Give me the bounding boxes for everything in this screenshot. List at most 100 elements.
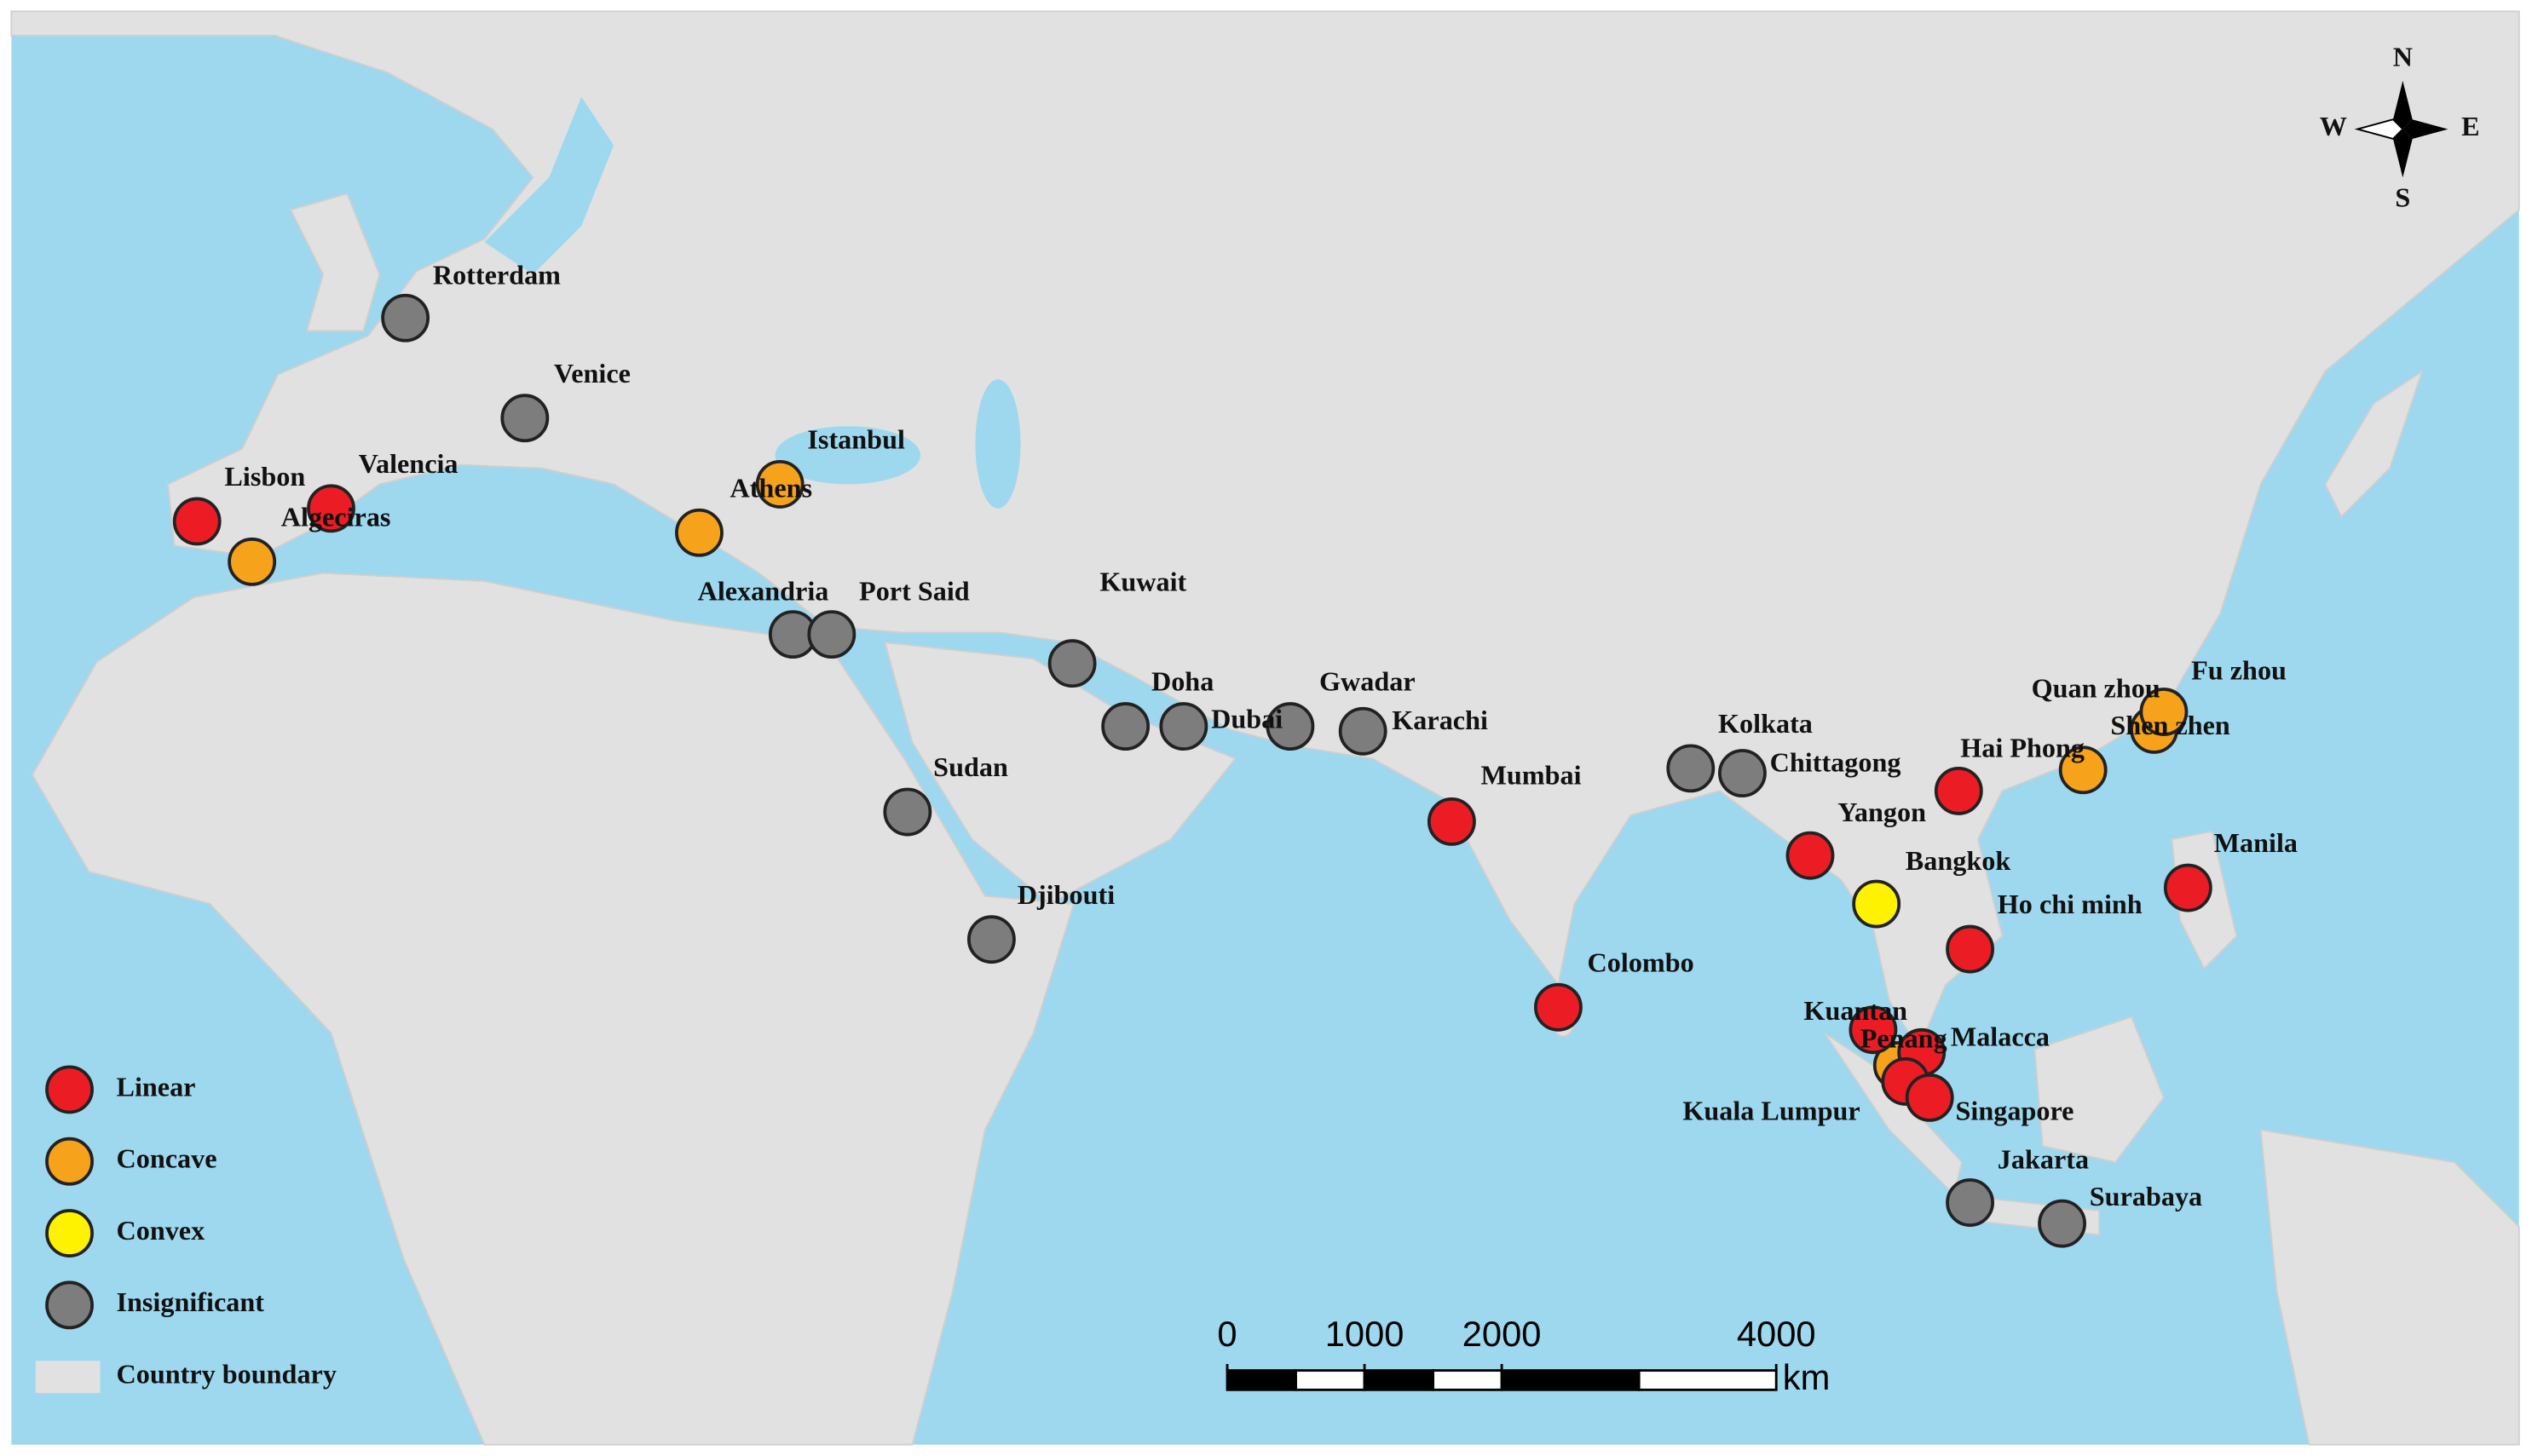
port-marker	[500, 394, 550, 443]
australia-new-guinea	[2259, 1129, 2520, 1446]
port-marker	[1905, 1073, 1954, 1122]
port-label: Algeciras	[281, 501, 391, 532]
port-label: Istanbul	[807, 424, 905, 455]
port-marker	[1047, 639, 1097, 688]
port-marker	[1159, 702, 1208, 751]
port-label: Colombo	[1588, 947, 1694, 977]
port-label: Karachi	[1392, 705, 1488, 735]
compass-arrow	[2402, 119, 2448, 139]
port-marker	[1718, 749, 1767, 797]
port-label: Lisbon	[224, 461, 305, 492]
legend-label: Country boundary	[116, 1359, 336, 1390]
port-marker	[2058, 745, 2108, 795]
port-label: Mumbai	[1480, 760, 1581, 791]
port-label: Alexandria	[698, 576, 829, 607]
port-label: Chittagong	[1770, 746, 1901, 777]
port-marker	[1534, 982, 1583, 1032]
legend-swatch	[45, 1209, 94, 1257]
port-label: Rotterdam	[433, 259, 561, 290]
port-label: Ho chi minh	[1998, 889, 2143, 919]
legend-label: Concave	[116, 1143, 216, 1174]
eurasia	[10, 10, 2520, 1051]
port-marker	[172, 497, 222, 546]
port-marker	[307, 484, 355, 533]
port-label: Bangkok	[1906, 845, 2011, 876]
port-label: Penang	[1860, 1022, 1947, 1053]
port-label: Port Said	[859, 576, 970, 607]
legend-swatch	[45, 1137, 94, 1186]
port-marker	[966, 915, 1016, 964]
port-label: Quan zhou	[2032, 672, 2160, 703]
port-marker	[1852, 879, 1901, 929]
port-label: Singapore	[1956, 1096, 2074, 1126]
port-label: Kuwait	[1099, 566, 1186, 596]
baltic-sea	[484, 96, 614, 275]
compass: N S E W	[2320, 41, 2480, 212]
scale-segment	[1226, 1369, 1297, 1391]
port-marker	[1946, 924, 1994, 974]
compass-arrow	[2392, 80, 2413, 129]
port-marker	[1101, 702, 1151, 751]
port-marker	[755, 459, 805, 509]
port-marker	[1427, 797, 1476, 846]
scale-segment	[1363, 1369, 1435, 1391]
port-label: Venice	[554, 358, 631, 388]
port-marker	[1666, 744, 1716, 793]
legend-swatch	[35, 1361, 101, 1394]
port-label: Manila	[2214, 827, 2298, 858]
port-marker	[1266, 702, 1315, 751]
legend-label: Insignificant	[116, 1286, 264, 1317]
britain	[289, 193, 381, 332]
port-label: Kuala Lumpur	[1682, 1096, 1860, 1126]
scale-tick-label: 4000	[1737, 1314, 1816, 1354]
scale-tick-label: 0	[1217, 1314, 1237, 1354]
port-marker	[2038, 1199, 2086, 1248]
mediterranean	[403, 484, 808, 622]
port-marker	[2163, 863, 2212, 912]
scale-segment	[1637, 1369, 1778, 1391]
legend-label: Linear	[116, 1071, 195, 1102]
borneo	[2033, 1016, 2166, 1164]
port-label: Hai Phong	[1960, 732, 2085, 763]
port-label: Athens	[730, 472, 812, 503]
port-marker	[1849, 1005, 1898, 1055]
scale-segment	[1500, 1369, 1641, 1391]
scale-segment	[1295, 1369, 1366, 1391]
port-label: Jakarta	[1998, 1144, 2089, 1175]
port-label: Yangon	[1837, 797, 1926, 827]
port-label: Kuantan	[1803, 995, 1907, 1026]
port-label: Valencia	[359, 448, 459, 479]
port-marker	[1338, 706, 1387, 756]
port-label: Doha	[1151, 666, 1214, 697]
land-masses	[10, 10, 2520, 1446]
port-marker	[675, 508, 724, 557]
legend-label: Convex	[116, 1215, 205, 1246]
port-label: Shen zhen	[2110, 710, 2230, 740]
port-label: Kolkata	[1718, 708, 1813, 739]
scale-unit: km	[1783, 1357, 1831, 1397]
black-sea	[775, 426, 921, 485]
port-marker	[228, 537, 277, 586]
japan	[2324, 369, 2424, 518]
caspian-sea	[975, 379, 1021, 509]
port-marker	[883, 787, 932, 837]
port-marker	[381, 293, 430, 342]
port-label: Gwadar	[1319, 666, 1416, 697]
compass-south: S	[2395, 181, 2410, 212]
scale-segment	[1432, 1369, 1503, 1391]
port-label: Malacca	[1951, 1022, 2050, 1052]
port-marker	[1785, 831, 1835, 880]
port-marker	[2139, 688, 2189, 736]
port-label: Fu zhou	[2191, 654, 2287, 685]
scale-tick-label: 1000	[1325, 1314, 1404, 1354]
port-label: Djibouti	[1018, 879, 1116, 910]
africa	[31, 572, 1076, 1446]
port-marker	[1934, 766, 1983, 815]
compass-north: N	[2393, 41, 2413, 72]
legend-swatch	[45, 1280, 94, 1330]
port-label: Surabaya	[2090, 1181, 2202, 1211]
compass-west: W	[2320, 111, 2347, 141]
port-label: Dubai	[1211, 703, 1283, 734]
